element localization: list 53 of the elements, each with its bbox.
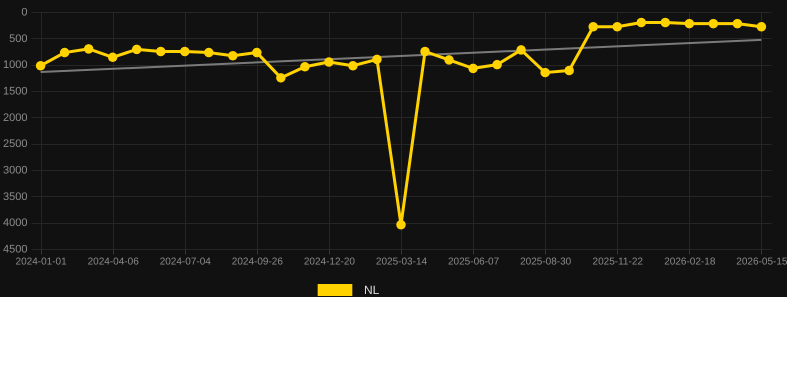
point (588, 22, 598, 32)
point (252, 48, 262, 58)
point (84, 44, 94, 54)
point (396, 220, 406, 230)
y-tick-label: 2000 (3, 112, 28, 124)
x-tick-label: 2026-02-18 (664, 256, 716, 268)
y-tick-label: 0 (21, 6, 28, 18)
point (204, 48, 214, 58)
x-tick-label: 2026-05-15 (736, 256, 788, 268)
x-tick-label: 2024-07-04 (160, 256, 212, 268)
x-tick-label: 2025-06-07 (448, 256, 500, 268)
y-tick-label: 2500 (3, 138, 28, 150)
point (60, 48, 70, 58)
y-tick-label: 4000 (3, 217, 28, 230)
x-tick-label: 2025-08-30 (520, 256, 572, 268)
point (228, 50, 238, 60)
point (660, 18, 670, 28)
point (636, 18, 646, 28)
point (36, 60, 46, 70)
y-tick-label: 1500 (3, 86, 28, 98)
point (516, 45, 526, 55)
point (180, 46, 190, 56)
point (684, 18, 694, 28)
legend-label: NL (364, 283, 380, 297)
x-tick-label: 2025-11-22 (592, 256, 644, 268)
point (564, 66, 574, 76)
y-tick-label: 4500 (3, 244, 28, 256)
x-tick-label: 2024-12-20 (304, 256, 356, 268)
x-tick-label: 2024-01-01 (16, 256, 68, 268)
y-tick-label: 3000 (3, 164, 28, 176)
y-tick-label: 500 (9, 32, 28, 45)
point (108, 52, 118, 62)
point (612, 22, 622, 32)
point (732, 18, 742, 28)
x-tick-label: 2024-04-06 (88, 256, 140, 268)
point (300, 62, 310, 72)
y-tick-label: 3500 (3, 190, 28, 203)
point (492, 60, 502, 70)
point (324, 57, 334, 67)
y-tick-label: 1000 (3, 59, 28, 72)
point (444, 55, 454, 65)
point (372, 54, 382, 64)
point (708, 18, 718, 28)
point (420, 46, 430, 56)
x-tick-label: 2024-09-26 (232, 256, 284, 268)
point (156, 46, 166, 56)
point (468, 64, 478, 74)
point (756, 22, 766, 32)
point (540, 68, 550, 78)
point (276, 73, 286, 83)
point (348, 60, 358, 70)
x-tick-label: 2025-03-14 (376, 256, 428, 268)
point (132, 44, 142, 54)
